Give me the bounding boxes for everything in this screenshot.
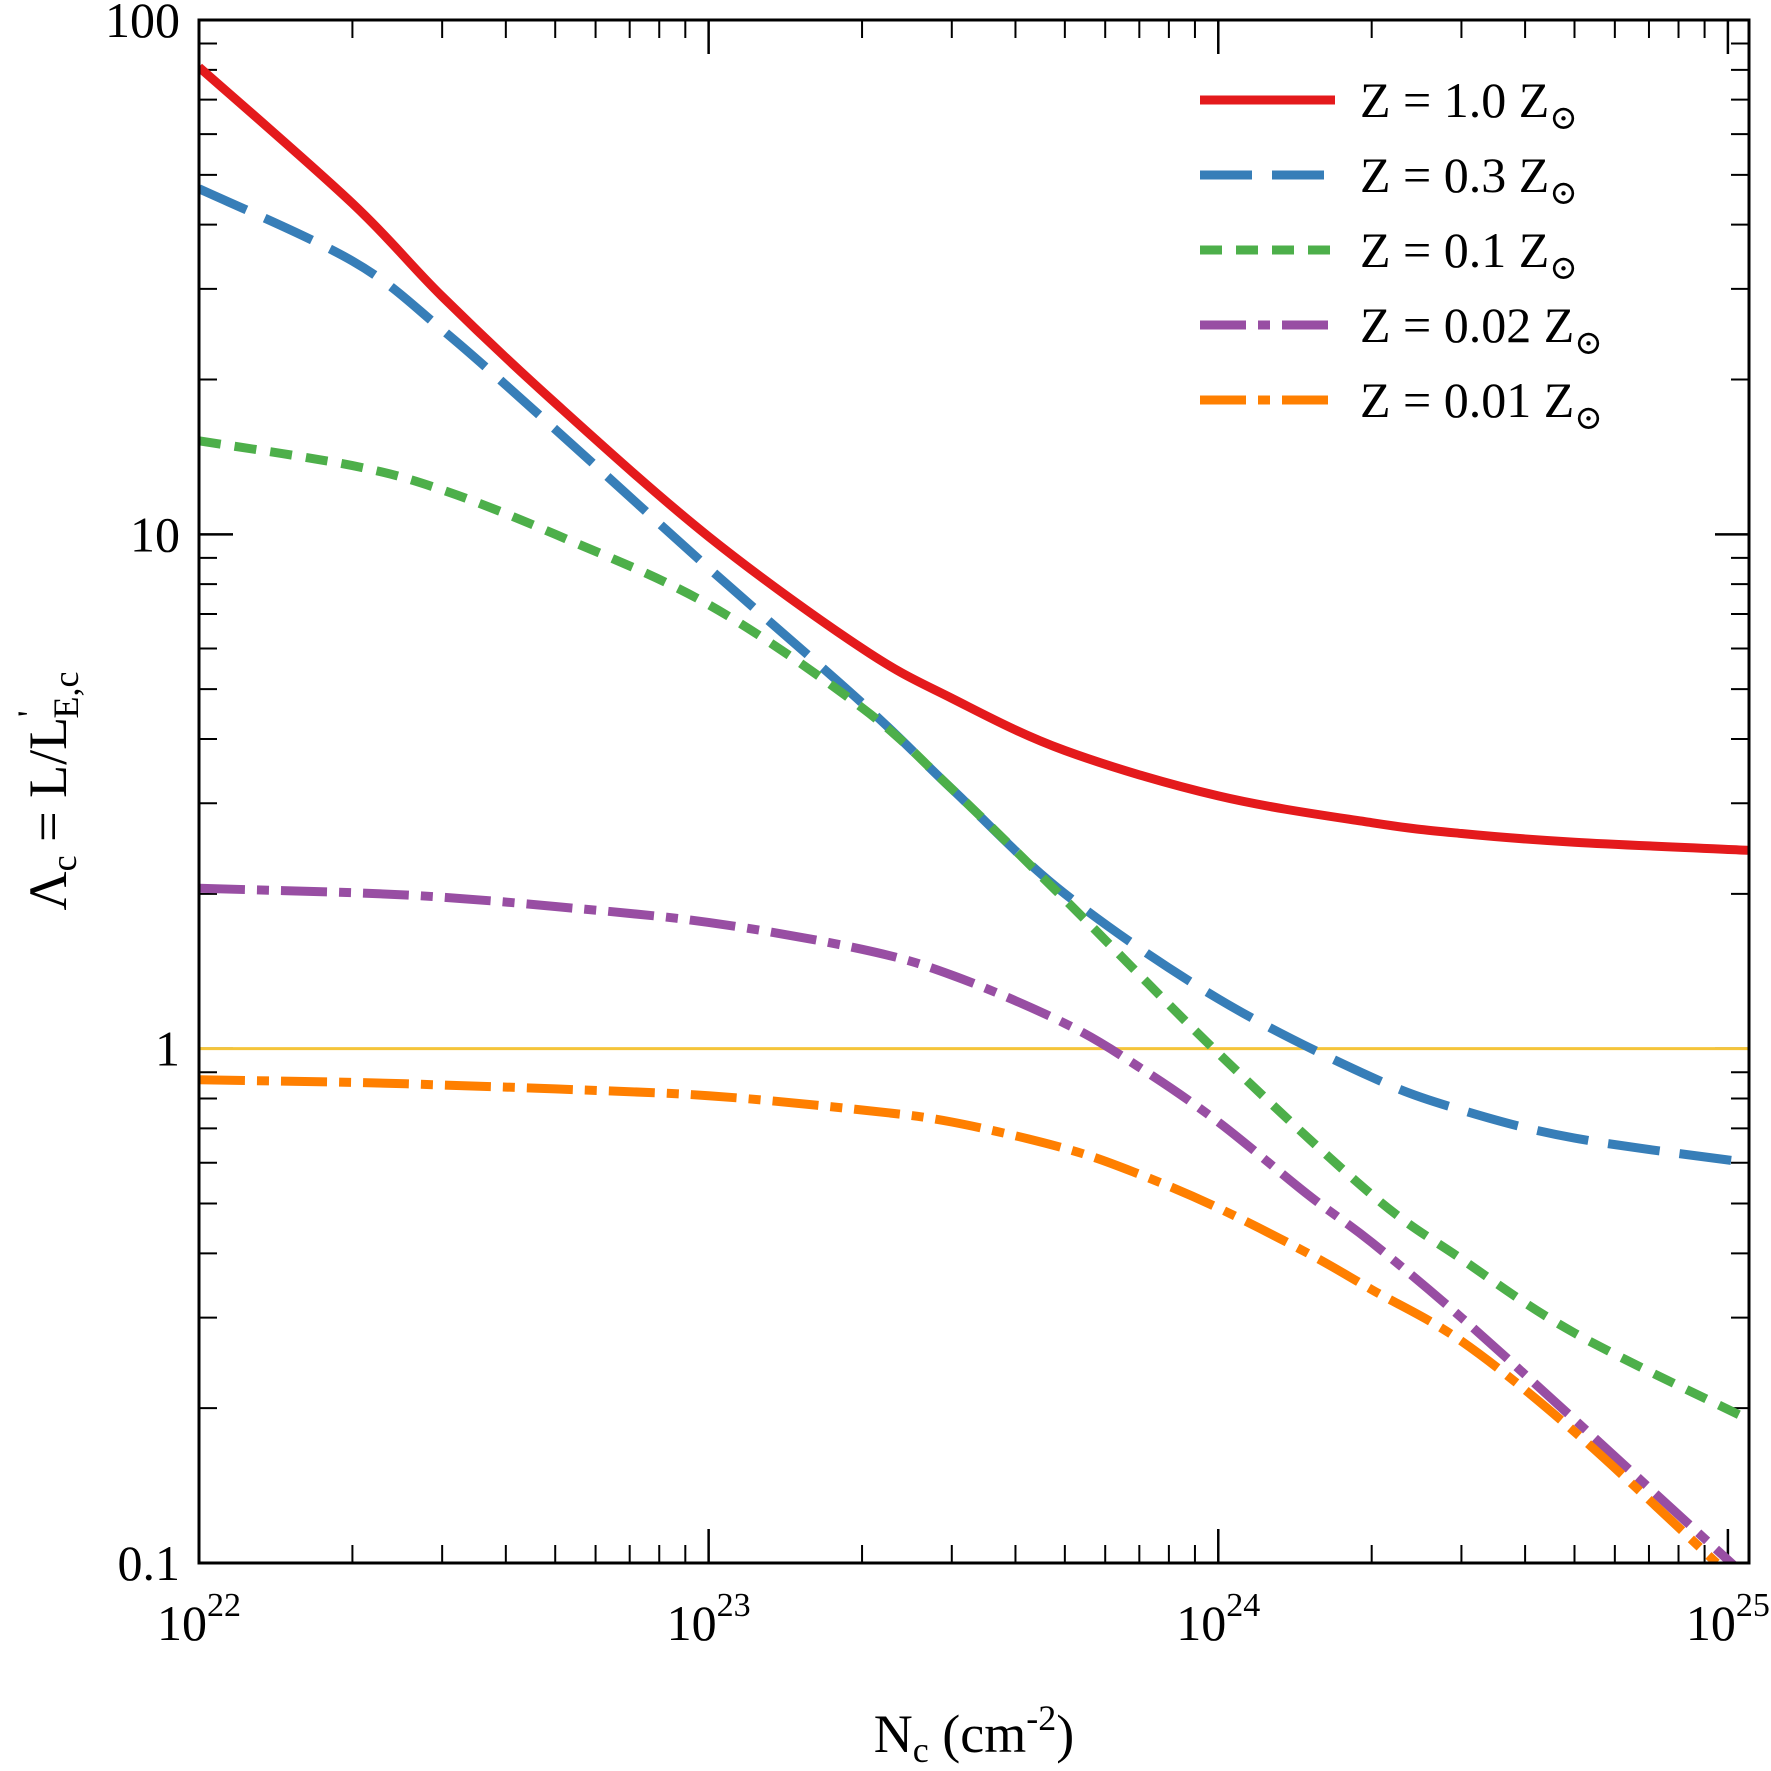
series-line-4 — [199, 1075, 1720, 1563]
series-line-0 — [199, 63, 1749, 855]
y-axis-label-lambda: Λ — [18, 871, 78, 910]
y-tick-label: 0.1 — [118, 1535, 181, 1591]
x-tick-exponent: 22 — [207, 1587, 241, 1624]
x-tick-mantissa: 10 — [1686, 1595, 1736, 1651]
x-axis-label-end: ) — [1056, 1704, 1074, 1764]
legend-label-text: Z = 0.3 Z — [1360, 147, 1549, 203]
legend-label-0: Z = 1.0 Z⊙ — [1360, 72, 1578, 137]
x-axis-label: Nc (cm-2) — [874, 1698, 1074, 1770]
y-tick-label: 100 — [105, 0, 180, 48]
x-tick-mantissa: 10 — [667, 1595, 717, 1651]
series-lines — [199, 63, 1749, 1563]
y-axis-label-sub2: E,c — [46, 671, 86, 718]
x-tick-label: 1024 — [1176, 1587, 1260, 1651]
sun-symbol-icon: ⊙ — [1549, 175, 1578, 212]
y-axis-label-mid: = L/L — [18, 717, 78, 855]
y-axis-label-sub1: c — [44, 855, 84, 871]
y-tick-labels: 100 10 1 0.1 — [105, 0, 180, 1591]
x-tick-exponent: 23 — [717, 1587, 751, 1624]
legend-label-text: Z = 0.02 Z — [1360, 297, 1574, 353]
x-tick-label: 1025 — [1686, 1587, 1770, 1651]
x-tick-labels: 1022 1023 1024 1025 — [157, 1587, 1770, 1651]
x-axis-label-sub: c — [913, 1730, 929, 1770]
x-axis-label-rest: (cm — [929, 1704, 1026, 1764]
series-line-2 — [199, 436, 1749, 1424]
sun-symbol-icon: ⊙ — [1549, 250, 1578, 287]
x-tick-exponent: 25 — [1736, 1587, 1770, 1624]
legend: Z = 1.0 Z⊙Z = 0.3 Z⊙Z = 0.1 Z⊙Z = 0.02 Z… — [1200, 72, 1603, 437]
legend-label-4: Z = 0.01 Z⊙ — [1360, 372, 1603, 437]
legend-label-2: Z = 0.1 Z⊙ — [1360, 222, 1578, 287]
legend-label-text: Z = 0.1 Z — [1360, 222, 1549, 278]
legend-label-text: Z = 1.0 Z — [1360, 72, 1549, 128]
y-tick-label: 1 — [155, 1021, 180, 1077]
x-axis-label-sup: -2 — [1026, 1698, 1056, 1738]
sun-symbol-icon: ⊙ — [1549, 100, 1578, 137]
x-axis-label-main: N — [874, 1704, 913, 1764]
sun-symbol-icon: ⊙ — [1574, 400, 1603, 437]
minor-ticks — [199, 20, 1749, 1563]
y-tick-label: 10 — [130, 506, 180, 562]
legend-label-1: Z = 0.3 Z⊙ — [1360, 147, 1578, 212]
plot-frame — [197, 18, 1751, 1565]
series-line-3 — [199, 883, 1738, 1563]
x-tick-exponent: 24 — [1226, 1587, 1260, 1624]
x-tick-mantissa: 10 — [157, 1595, 207, 1651]
x-tick-mantissa: 10 — [1176, 1595, 1226, 1651]
sun-symbol-icon: ⊙ — [1574, 325, 1603, 362]
x-tick-label: 1023 — [667, 1587, 751, 1651]
x-tick-label: 1022 — [157, 1587, 241, 1651]
legend-label-text: Z = 0.01 Z — [1360, 372, 1574, 428]
legend-label-3: Z = 0.02 Z⊙ — [1360, 297, 1603, 362]
y-axis-label-sup: ' — [10, 710, 50, 717]
y-axis-label: Λc = L/L'E,c — [10, 671, 86, 910]
plot-background — [199, 20, 1749, 1563]
